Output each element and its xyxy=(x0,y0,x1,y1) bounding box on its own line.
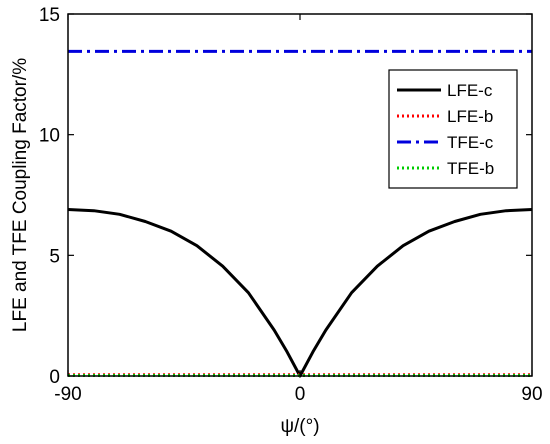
y-tick-label: 15 xyxy=(39,5,60,26)
plot-frame xyxy=(67,13,533,377)
legend-label-tfe-c: TFE-c xyxy=(447,133,494,152)
y-axis-label: LFE and TFE Coupling Factor/% xyxy=(10,58,31,332)
legend-box xyxy=(388,69,518,189)
x-axis-label: ψ/(°) xyxy=(280,416,319,437)
x-tick-label: -90 xyxy=(54,384,81,405)
x-tick-label: 90 xyxy=(521,384,542,405)
x-tick-label: 0 xyxy=(295,384,306,405)
y-tick-label: 0 xyxy=(49,367,60,388)
y-tick-label: 10 xyxy=(39,126,60,147)
legend-label-tfe-b: TFE-b xyxy=(447,159,494,178)
legend-label-lfe-c: LFE-c xyxy=(447,81,493,100)
y-tick-label: 5 xyxy=(49,246,60,267)
legend: LFE-c LFE-b TFE-c TFE-b xyxy=(388,69,518,189)
series-line-lfe-c xyxy=(67,208,533,378)
legend-label-lfe-b: LFE-b xyxy=(447,107,493,126)
